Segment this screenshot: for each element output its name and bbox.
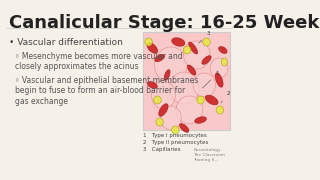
Text: 3   Capillaries: 3 Capillaries [143, 147, 181, 152]
Ellipse shape [202, 56, 211, 64]
Ellipse shape [172, 126, 179, 134]
Ellipse shape [216, 106, 224, 114]
Text: • Vascular differentiation: • Vascular differentiation [9, 38, 123, 47]
Text: 3: 3 [199, 31, 210, 43]
Text: ◦ Vascular and epithelial basement membranes
begin to fuse to form an air-blood : ◦ Vascular and epithelial basement membr… [15, 76, 198, 106]
Bar [143, 32, 230, 130]
Text: 1: 1 [203, 71, 219, 88]
Ellipse shape [203, 38, 210, 46]
Text: Neonatology
The Classroom
Training S...: Neonatology The Classroom Training S... [193, 148, 225, 162]
Ellipse shape [193, 73, 215, 97]
Ellipse shape [183, 41, 210, 69]
Text: 1   Type I pneumocytes: 1 Type I pneumocytes [143, 133, 207, 138]
Text: ◦ Mesenchyme becomes more vascular and
closely approximates the acinus: ◦ Mesenchyme becomes more vascular and c… [15, 52, 182, 71]
Text: Canalicular Stage: 16-25 Weeks: Canalicular Stage: 16-25 Weeks [9, 14, 320, 32]
Ellipse shape [147, 82, 157, 88]
Ellipse shape [164, 70, 170, 80]
Ellipse shape [156, 118, 164, 126]
Ellipse shape [172, 38, 185, 46]
Ellipse shape [189, 42, 198, 54]
Ellipse shape [197, 96, 204, 104]
Ellipse shape [145, 38, 152, 46]
Ellipse shape [180, 124, 189, 132]
Ellipse shape [154, 96, 161, 104]
Ellipse shape [155, 54, 165, 62]
Ellipse shape [183, 46, 191, 54]
Ellipse shape [221, 58, 227, 66]
Ellipse shape [188, 65, 196, 75]
Ellipse shape [210, 58, 228, 78]
Ellipse shape [159, 104, 168, 116]
Ellipse shape [219, 46, 227, 53]
Ellipse shape [205, 95, 218, 105]
Ellipse shape [176, 96, 203, 124]
Ellipse shape [215, 73, 223, 87]
Text: 2: 2 [221, 91, 230, 103]
Ellipse shape [147, 43, 158, 53]
Ellipse shape [155, 47, 187, 83]
Ellipse shape [195, 117, 206, 123]
Ellipse shape [169, 72, 199, 104]
Ellipse shape [160, 106, 181, 130]
Text: 2   Type II pneumocytes: 2 Type II pneumocytes [143, 140, 209, 145]
Ellipse shape [152, 81, 175, 109]
